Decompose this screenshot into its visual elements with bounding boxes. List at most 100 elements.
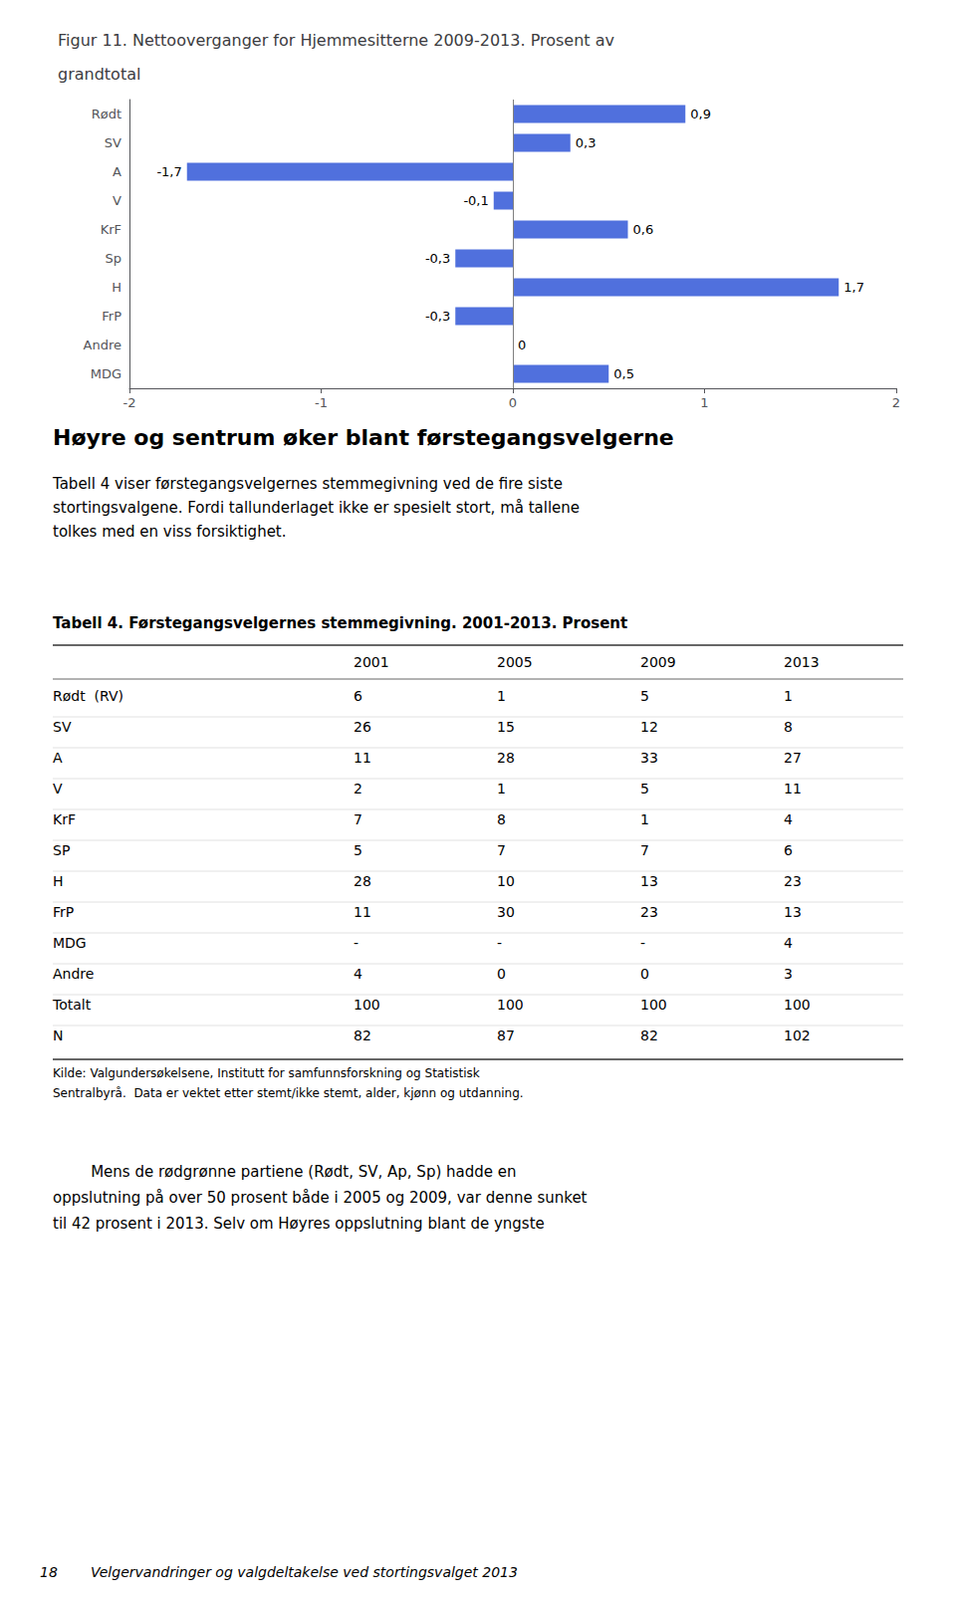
svg-text:0: 0	[508, 395, 517, 411]
svg-text:18: 18	[39, 1564, 58, 1581]
svg-text:2005: 2005	[496, 654, 533, 671]
svg-text:26: 26	[353, 718, 372, 735]
svg-text:0,5: 0,5	[613, 366, 635, 382]
svg-text:Høyre og sentrum øker blant fø: Høyre og sentrum øker blant førstegangsv…	[52, 425, 675, 451]
svg-text:6: 6	[783, 842, 793, 859]
svg-text:Sp: Sp	[104, 250, 122, 266]
svg-text:2009: 2009	[640, 654, 677, 671]
svg-text:H: H	[111, 279, 122, 295]
svg-text:Andre: Andre	[83, 337, 122, 353]
svg-text:2: 2	[353, 780, 363, 797]
svg-text:10: 10	[496, 873, 515, 890]
svg-text:0: 0	[496, 965, 506, 982]
svg-text:1: 1	[783, 688, 793, 705]
svg-text:N: N	[52, 1027, 63, 1044]
svg-text:grandtotal: grandtotal	[57, 64, 141, 84]
svg-text:3: 3	[783, 965, 793, 982]
svg-text:30: 30	[496, 904, 515, 921]
svg-text:-1: -1	[314, 395, 328, 411]
svg-text:1: 1	[640, 811, 650, 828]
svg-text:KrF: KrF	[100, 222, 122, 238]
svg-text:100: 100	[783, 996, 811, 1013]
svg-text:11: 11	[353, 904, 372, 921]
svg-text:1: 1	[496, 780, 506, 797]
svg-text:82: 82	[640, 1027, 659, 1044]
svg-text:87: 87	[496, 1027, 515, 1044]
svg-text:Kilde: Valgundersøkelsene, Ins: Kilde: Valgundersøkelsene, Institutt for…	[52, 1066, 480, 1081]
svg-text:FrP: FrP	[101, 308, 122, 324]
svg-text:tolkes med en viss forsiktighe: tolkes med en viss forsiktighet.	[52, 522, 287, 541]
svg-text:SV: SV	[104, 135, 122, 151]
svg-text:4: 4	[353, 965, 363, 982]
svg-text:-0,1: -0,1	[463, 193, 488, 209]
svg-text:82: 82	[353, 1027, 372, 1044]
svg-text:-1,7: -1,7	[156, 164, 182, 180]
svg-text:102: 102	[783, 1027, 811, 1044]
svg-text:V: V	[112, 193, 122, 209]
svg-text:28: 28	[353, 873, 372, 890]
svg-text:0: 0	[517, 337, 526, 353]
svg-text:A: A	[112, 164, 122, 180]
svg-text:til 42 prosent i 2013. Selv om: til 42 prosent i 2013. Selv om Høyres op…	[52, 1214, 545, 1233]
svg-text:-0,3: -0,3	[425, 250, 451, 266]
svg-text:12: 12	[640, 718, 659, 735]
svg-text:6: 6	[353, 688, 363, 705]
svg-text:Mens de rødgrønne partiene (Rø: Mens de rødgrønne partiene (Rødt, SV, Ap…	[52, 1163, 517, 1182]
svg-text:SP: SP	[52, 842, 70, 859]
svg-text:7: 7	[496, 842, 506, 859]
svg-text:13: 13	[640, 873, 659, 890]
svg-text:100: 100	[640, 996, 668, 1013]
svg-text:4: 4	[783, 811, 793, 828]
svg-text:23: 23	[640, 904, 659, 921]
svg-text:-0,3: -0,3	[425, 308, 451, 324]
svg-text:0: 0	[640, 965, 650, 982]
svg-text:8: 8	[783, 718, 793, 735]
svg-text:7: 7	[353, 811, 363, 828]
svg-text:SV: SV	[52, 718, 72, 735]
svg-text:Sentralbyrå. Data er vektet e: Sentralbyrå. Data er vektet etter stemt/…	[52, 1086, 524, 1101]
svg-text:7: 7	[640, 842, 650, 859]
svg-text:MDG: MDG	[90, 366, 122, 382]
svg-text:Totalt: Totalt	[51, 996, 92, 1013]
svg-text:1: 1	[700, 395, 709, 411]
svg-text:8: 8	[496, 811, 506, 828]
svg-text:1: 1	[496, 688, 506, 705]
svg-text:2: 2	[892, 395, 901, 411]
svg-text:Figur 11. Nettooverganger for: Figur 11. Nettooverganger for Hjemmesitt…	[57, 30, 615, 50]
svg-text:13: 13	[783, 904, 802, 921]
svg-text:KrF: KrF	[52, 811, 76, 828]
svg-text:Rødt (RV): Rødt (RV)	[52, 688, 124, 705]
svg-text:Andre: Andre	[52, 965, 94, 982]
svg-text:5: 5	[640, 780, 650, 797]
svg-text:Rødt: Rødt	[91, 106, 122, 122]
svg-text:2013: 2013	[783, 654, 820, 671]
svg-text:Tabell 4 viser førstegangsvelg: Tabell 4 viser førstegangsvelgernes stem…	[51, 475, 563, 493]
svg-text:-: -	[640, 935, 646, 952]
svg-text:15: 15	[496, 718, 515, 735]
svg-text:4: 4	[783, 935, 793, 952]
svg-text:11: 11	[353, 749, 372, 766]
svg-text:28: 28	[496, 749, 515, 766]
svg-text:5: 5	[640, 688, 650, 705]
svg-text:Tabell 4. Førstegangsvelgernes: Tabell 4. Førstegangsvelgernes stemmegiv…	[52, 614, 628, 633]
svg-text:23: 23	[783, 873, 802, 890]
svg-text:stortingsvalgene. Fordi tallun: stortingsvalgene. Fordi tallunderlaget i…	[52, 498, 580, 517]
svg-text:5: 5	[353, 842, 363, 859]
svg-text:FrP: FrP	[52, 904, 74, 921]
svg-text:MDG: MDG	[52, 935, 87, 952]
svg-text:Velgervandringer og valgdeltak: Velgervandringer og valgdeltakelse ved s…	[90, 1564, 518, 1581]
svg-text:0,9: 0,9	[690, 106, 712, 122]
svg-text:1,7: 1,7	[843, 279, 865, 295]
svg-text:11: 11	[783, 780, 802, 797]
svg-text:-: -	[496, 935, 502, 952]
svg-text:-2: -2	[123, 395, 137, 411]
svg-text:oppslutning på over 50 prosent: oppslutning på over 50 prosent både i 20…	[52, 1189, 588, 1207]
svg-text:2001: 2001	[353, 654, 390, 671]
svg-text:33: 33	[640, 749, 659, 766]
svg-text:-: -	[353, 935, 359, 952]
svg-text:0,3: 0,3	[575, 135, 597, 151]
svg-text:100: 100	[496, 996, 524, 1013]
svg-text:100: 100	[353, 996, 381, 1013]
svg-text:A: A	[52, 749, 63, 766]
svg-text:V: V	[52, 780, 63, 797]
